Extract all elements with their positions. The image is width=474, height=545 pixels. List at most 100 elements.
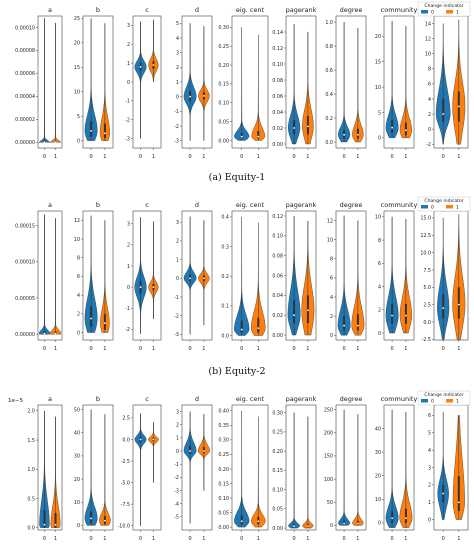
caption-equity-1: (a) Equity-1 — [208, 172, 266, 183]
y-tick-label: -3 — [125, 136, 130, 142]
violin-iqr-box — [257, 317, 260, 333]
y-tick-label: 8 — [330, 257, 333, 263]
y-tick-label: 2 — [330, 314, 333, 320]
y-tick-label: 6 — [428, 82, 431, 88]
panel-title: degree — [340, 395, 363, 403]
y-tick-label: 0.00000 — [15, 332, 35, 338]
x-tick-label: 0 — [343, 154, 346, 160]
violin-median — [90, 317, 92, 320]
violin-median — [54, 141, 57, 144]
x-tick-label: 1 — [202, 536, 205, 542]
x-tick-label: 0 — [240, 536, 243, 542]
violin-iqr-box — [54, 513, 57, 528]
y-tick-label: 0.6 — [325, 68, 333, 74]
y-tick-label: 0.15 — [272, 468, 283, 474]
y-tick-label: 0.25 — [272, 430, 283, 436]
axes-frame — [37, 15, 63, 149]
y-tick-label: 200 — [324, 431, 333, 437]
violin-iqr-box — [43, 510, 46, 528]
y-tick-label: 0.06 — [272, 94, 283, 100]
y-tick-label: 2 — [428, 483, 431, 489]
y-tick-label: 2 — [176, 239, 179, 245]
violin-iqr-box — [457, 476, 460, 511]
y-tick-label: 0 — [77, 138, 80, 144]
y-tick-label: 0.30 — [218, 25, 229, 31]
x-tick-label: 1 — [152, 536, 155, 542]
panel-title: community — [381, 201, 418, 209]
y-tick-label: 0.02 — [272, 313, 283, 319]
panel-title: b — [96, 201, 100, 209]
x-tick-label: 1 — [202, 346, 205, 352]
y-tick-label: 0.00010 — [15, 260, 35, 266]
y-tick-label: 0 — [77, 330, 80, 336]
axes-frame — [181, 404, 213, 531]
y-tick-label: 1 — [127, 61, 130, 67]
legend-label-1: 1 — [456, 204, 459, 210]
legend-label-0: 0 — [431, 9, 434, 15]
y-tick-label: 0.15 — [218, 82, 229, 88]
y-tick-label: 0.00 — [218, 138, 229, 144]
legend-box — [417, 390, 471, 406]
x-tick-label: 1 — [306, 154, 309, 160]
y-tick-label: 8 — [378, 238, 381, 244]
panel-3-1: a 1e−5 0.0 0.5 1.0 1.5 2.0 0 1 — [8, 395, 63, 542]
panel-title: pagerank — [286, 6, 317, 14]
x-tick-label: 0 — [442, 154, 445, 160]
x-tick-label: 0 — [442, 346, 445, 352]
y-tick-label: -2 — [174, 313, 179, 319]
panel-title: eig. cent — [236, 395, 265, 403]
violin-median — [54, 332, 57, 335]
axis-exponent: 1e−5 — [8, 398, 23, 404]
y-tick-label: 5 — [428, 431, 431, 437]
y-tick-label: -1 — [125, 99, 130, 105]
violin-median — [442, 113, 445, 115]
panel-2-1: a 0.00000 0.00005 0.00010 0.00015 0 1 — [15, 201, 63, 352]
violin-median — [104, 519, 106, 522]
x-tick-label: 0 — [139, 346, 142, 352]
panel-title: a — [48, 395, 52, 403]
y-tick-label: 0.00015 — [15, 223, 35, 229]
violin-median — [357, 522, 359, 525]
axes-frame — [37, 404, 63, 531]
y-tick-label: 0.08 — [272, 78, 283, 84]
violin-median — [43, 332, 46, 335]
y-tick-label: 100 — [324, 477, 333, 483]
axes-frame — [383, 404, 415, 531]
y-tick-label: -2 — [125, 118, 130, 124]
panel-1-6: pagerank 0.00 0.02 0.04 0.06 0.08 0.10 0.12 0.14… — [272, 6, 316, 160]
violin-median — [457, 105, 460, 108]
violin-median — [457, 303, 460, 306]
y-tick-label: 10 — [327, 237, 333, 243]
violin-median — [307, 525, 309, 528]
y-tick-label: 0 — [127, 285, 130, 291]
y-tick-label: 30 — [74, 454, 80, 460]
legend-swatch-0 — [421, 205, 428, 209]
violin-median — [90, 517, 92, 520]
y-tick-label: 0.30 — [218, 438, 229, 444]
y-tick-label: 6 — [378, 261, 381, 267]
y-tick-label: 0.0 — [122, 437, 130, 443]
x-tick-label: 1 — [404, 154, 407, 160]
panel-2-7: degree 0 2 4 6 8 10 12 0 1 — [327, 201, 367, 352]
y-tick-label: 0.05 — [218, 119, 229, 125]
y-tick-label: 0.15 — [218, 481, 229, 487]
axes-frame — [37, 210, 63, 341]
violin-iqr-box — [293, 300, 296, 324]
y-tick-label: 10 — [375, 215, 381, 221]
y-tick-label: 0.8 — [325, 44, 333, 50]
y-tick-label: 0 — [428, 127, 431, 133]
y-tick-label: 0.12 — [272, 214, 283, 220]
violin-median — [43, 141, 46, 144]
y-tick-label: 0.00004 — [15, 94, 35, 100]
x-tick-label: 0 — [43, 154, 46, 160]
axes-frame — [132, 404, 162, 531]
x-tick-label: 1 — [306, 346, 309, 352]
y-tick-label: -2 — [174, 475, 179, 481]
x-tick-label: 0 — [343, 346, 346, 352]
y-tick-label: 10 — [74, 500, 80, 506]
y-tick-label: 0.25 — [218, 44, 229, 50]
y-tick-label: 6 — [428, 413, 431, 419]
y-tick-label: 14 — [425, 21, 431, 27]
panel-title: d — [195, 201, 199, 209]
